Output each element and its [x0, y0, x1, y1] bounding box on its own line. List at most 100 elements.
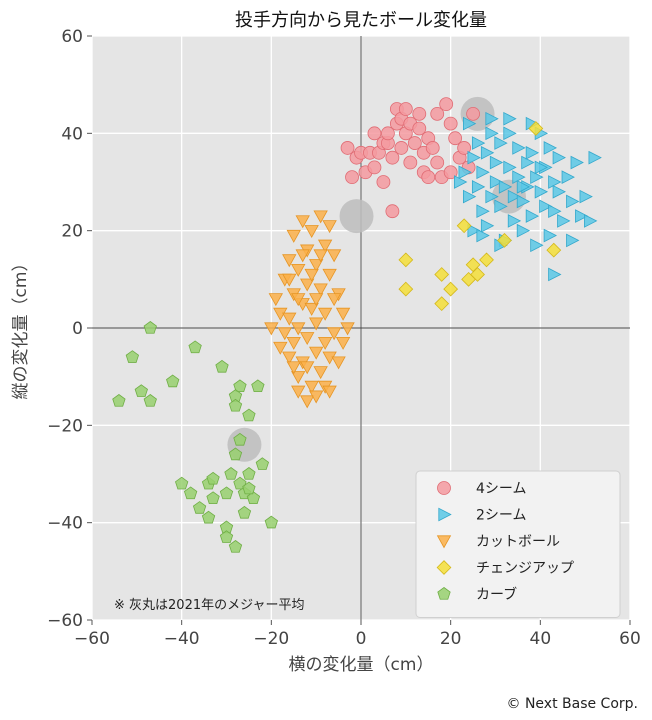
point-series-0 — [443, 165, 458, 180]
point-series-2 — [313, 210, 328, 224]
y-tick-label: −60 — [47, 611, 83, 631]
y-tick-label: −40 — [47, 514, 83, 534]
point-series-4 — [183, 486, 198, 500]
point-series-4 — [255, 457, 270, 470]
point-series-2 — [264, 322, 279, 336]
point-series-0 — [345, 170, 359, 185]
point-series-1 — [534, 160, 549, 175]
point-series-2 — [313, 366, 328, 380]
point-series-1 — [575, 209, 589, 223]
point-series-1 — [516, 194, 531, 209]
point-series-4 — [143, 321, 157, 334]
point-series-2 — [291, 322, 306, 336]
point-series-0 — [430, 106, 445, 121]
point-series-4 — [228, 540, 243, 553]
average-marker — [339, 199, 374, 234]
point-series-1 — [548, 204, 562, 219]
point-series-4 — [125, 350, 140, 363]
point-series-4 — [251, 379, 265, 393]
point-series-0 — [466, 106, 480, 121]
point-series-2 — [273, 341, 288, 355]
legend-label: 4シーム — [476, 481, 527, 497]
x-tick-label: 40 — [530, 629, 552, 649]
point-series-2 — [282, 254, 297, 268]
point-series-0 — [412, 121, 427, 136]
point-series-4 — [233, 379, 247, 393]
point-series-2 — [282, 273, 297, 287]
y-tick-label: 20 — [61, 222, 83, 242]
point-series-0 — [367, 126, 382, 141]
point-series-4 — [264, 515, 278, 529]
point-series-4 — [192, 501, 207, 514]
zero-lines — [92, 36, 630, 620]
point-series-1 — [480, 218, 495, 233]
point-series-4 — [246, 491, 261, 504]
point-series-4 — [219, 486, 234, 500]
point-series-2 — [326, 293, 342, 307]
average-note: ※ 灰丸は2021年のメジャー平均 — [114, 598, 304, 613]
y-tick-label: −20 — [47, 416, 83, 436]
point-series-3 — [443, 281, 459, 297]
point-series-0 — [421, 170, 436, 185]
x-tick-label: −40 — [164, 629, 200, 649]
point-series-2 — [322, 268, 337, 282]
point-series-1 — [485, 189, 499, 204]
point-series-0 — [380, 126, 395, 141]
point-series-2 — [322, 220, 337, 234]
series-0 — [340, 97, 480, 219]
point-series-4 — [134, 384, 148, 397]
point-series-1 — [503, 160, 517, 175]
point-series-4 — [224, 467, 238, 480]
point-series-2 — [317, 337, 333, 350]
series-4 — [112, 321, 278, 553]
point-series-1 — [530, 238, 544, 253]
series-3 — [398, 121, 562, 312]
point-series-0 — [407, 136, 422, 150]
point-series-1 — [584, 214, 598, 228]
point-series-2 — [326, 249, 342, 263]
point-series-0 — [412, 106, 427, 121]
point-series-1 — [467, 150, 481, 165]
point-series-1 — [454, 175, 468, 189]
legend-marker — [437, 481, 451, 495]
point-series-3 — [497, 233, 512, 248]
point-series-2 — [331, 356, 346, 370]
point-series-1 — [498, 180, 513, 194]
point-series-2 — [300, 395, 315, 409]
point-series-2 — [286, 337, 301, 350]
point-series-3 — [546, 242, 562, 258]
point-series-4 — [228, 447, 243, 461]
x-tick-label: 0 — [356, 629, 367, 649]
y-tick-label: 60 — [61, 27, 83, 47]
legend-box — [415, 470, 621, 618]
point-series-2 — [308, 317, 324, 331]
legend-label: 2シーム — [476, 508, 527, 524]
point-series-0 — [439, 97, 454, 112]
point-series-4 — [175, 476, 189, 490]
point-series-3 — [528, 121, 544, 136]
point-series-3 — [434, 267, 450, 282]
point-series-1 — [485, 126, 499, 141]
point-series-1 — [463, 189, 477, 204]
point-series-4 — [228, 398, 243, 412]
series-1 — [454, 111, 602, 282]
point-series-3 — [398, 252, 414, 268]
point-series-4 — [166, 374, 180, 388]
point-series-1 — [476, 165, 490, 180]
series-2 — [264, 210, 355, 409]
data-points — [112, 97, 602, 553]
copyright-credit: © Next Base Corp. — [507, 696, 639, 712]
point-series-1 — [566, 233, 580, 248]
point-series-3 — [465, 257, 481, 273]
x-tick-label: −20 — [253, 629, 289, 649]
point-series-0 — [394, 141, 409, 155]
point-series-2 — [304, 380, 319, 394]
legend-label: カットボール — [476, 534, 560, 550]
point-series-1 — [548, 175, 562, 189]
point-series-1 — [494, 136, 508, 150]
point-series-1 — [480, 145, 495, 160]
point-series-0 — [385, 204, 400, 219]
point-series-0 — [443, 116, 458, 131]
point-series-0 — [403, 155, 418, 170]
point-series-1 — [507, 214, 522, 228]
